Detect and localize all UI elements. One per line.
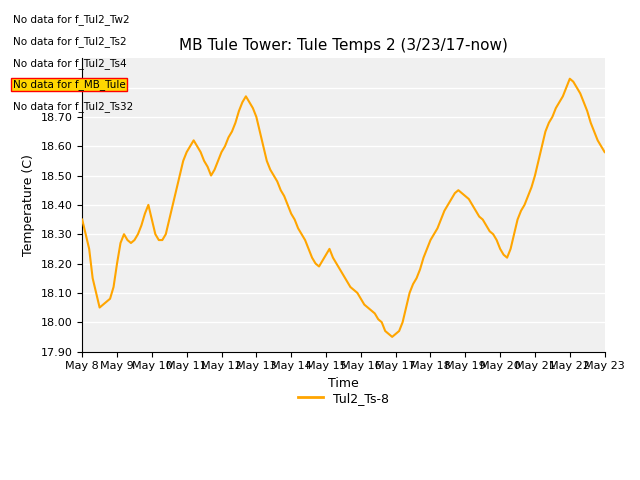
- Text: No data for f_Tul2_Ts32: No data for f_Tul2_Ts32: [13, 101, 133, 112]
- Y-axis label: Temperature (C): Temperature (C): [22, 154, 35, 256]
- X-axis label: Time: Time: [328, 377, 359, 390]
- Text: No data for f_Tul2_Tw2: No data for f_Tul2_Tw2: [13, 14, 129, 25]
- Legend: Tul2_Ts-8: Tul2_Ts-8: [293, 387, 394, 410]
- Text: No data for f_Tul2_Ts2: No data for f_Tul2_Ts2: [13, 36, 127, 47]
- Text: No data for f_MB_Tule: No data for f_MB_Tule: [13, 79, 125, 90]
- Title: MB Tule Tower: Tule Temps 2 (3/23/17-now): MB Tule Tower: Tule Temps 2 (3/23/17-now…: [179, 38, 508, 53]
- Text: No data for f_Tul2_Ts4: No data for f_Tul2_Ts4: [13, 58, 127, 69]
